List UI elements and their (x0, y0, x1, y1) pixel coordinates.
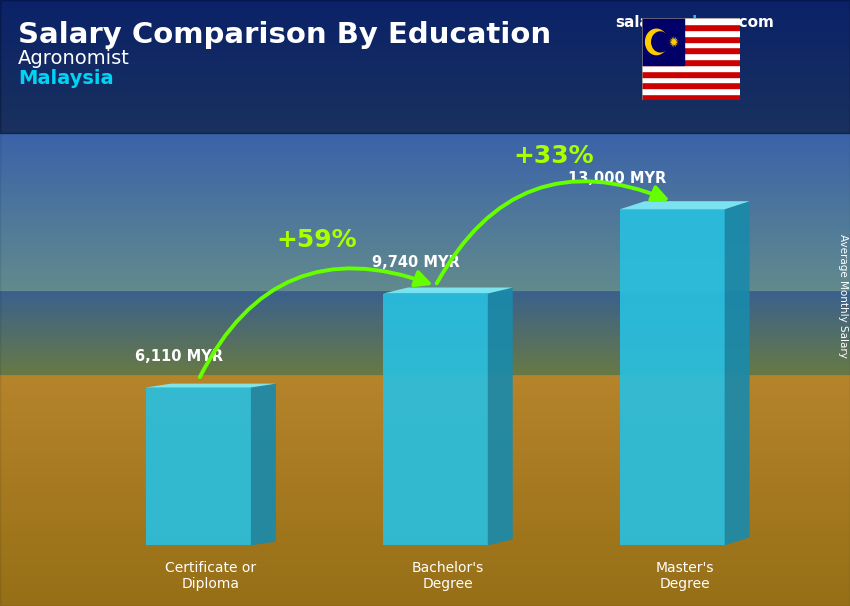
Text: Average Monthly Salary: Average Monthly Salary (838, 234, 848, 358)
Polygon shape (251, 384, 276, 545)
Text: Salary Comparison By Education: Salary Comparison By Education (18, 21, 551, 49)
Bar (642, 76, 740, 82)
Circle shape (646, 29, 667, 55)
Polygon shape (725, 201, 750, 545)
Polygon shape (669, 36, 679, 48)
Bar (0, 0, 850, 133)
Bar (642, 47, 740, 53)
Text: 13,000 MYR: 13,000 MYR (569, 171, 666, 186)
Bar (642, 41, 740, 47)
Polygon shape (383, 293, 488, 545)
Text: Malaysia: Malaysia (18, 69, 114, 88)
Bar (642, 88, 740, 94)
Bar (642, 59, 740, 65)
Text: explorer: explorer (661, 15, 733, 30)
Bar (642, 53, 740, 59)
Polygon shape (620, 201, 750, 209)
Bar (642, 35, 740, 42)
Bar (642, 18, 740, 24)
Bar (642, 18, 683, 65)
Text: +59%: +59% (277, 228, 357, 252)
Text: Agronomist: Agronomist (18, 49, 130, 68)
Bar (642, 82, 740, 88)
Text: .com: .com (734, 15, 775, 30)
Text: 9,740 MYR: 9,740 MYR (371, 255, 459, 270)
Bar (642, 94, 740, 100)
Bar (642, 70, 740, 76)
Bar (642, 64, 740, 71)
Text: Bachelor's
Degree: Bachelor's Degree (411, 561, 484, 591)
Polygon shape (146, 387, 251, 545)
Text: Master's
Degree: Master's Degree (655, 561, 714, 591)
Text: salary: salary (615, 15, 667, 30)
Text: +33%: +33% (513, 144, 594, 168)
Bar (642, 30, 740, 36)
Polygon shape (488, 287, 513, 545)
Polygon shape (383, 287, 513, 293)
Circle shape (652, 32, 669, 52)
Text: 6,110 MYR: 6,110 MYR (134, 349, 223, 364)
Bar (642, 24, 740, 30)
Text: Certificate or
Diploma: Certificate or Diploma (166, 561, 257, 591)
Polygon shape (620, 209, 725, 545)
Polygon shape (146, 384, 276, 387)
